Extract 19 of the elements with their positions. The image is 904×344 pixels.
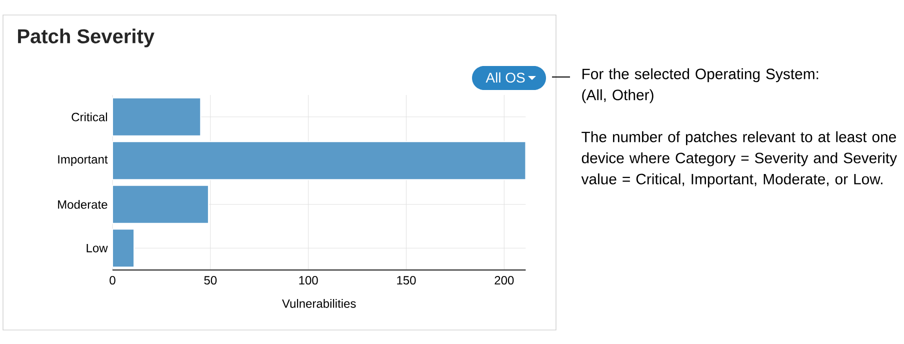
x-tick-label: 0 (110, 276, 116, 285)
y-tick-label: Critical (72, 112, 107, 122)
bar (112, 228, 135, 268)
x-tick-label: 150 (397, 276, 416, 285)
x-tick-label: 100 (299, 276, 318, 285)
bar (112, 97, 202, 136)
text: The number of patches relevant to at least one device where Category = Severity and Severity value = Critical, Important, Moderate, or Low. (581, 131, 898, 188)
x-axis-title: Vulnerabilities (282, 299, 356, 308)
y-tick-label: Low (86, 244, 108, 252)
x-tick-label: 50 (204, 276, 217, 285)
chart-title: Patch Severity (18, 28, 154, 48)
text: For the selected Operating System: (582, 68, 818, 82)
bar (112, 184, 209, 224)
text: (All, Other) (582, 89, 654, 104)
y-tick-label: Important (58, 155, 108, 166)
x-tick-label: 200 (494, 276, 514, 285)
text: All OS (486, 72, 525, 83)
bar (112, 141, 526, 180)
y-tick-label: Moderate (58, 200, 108, 209)
